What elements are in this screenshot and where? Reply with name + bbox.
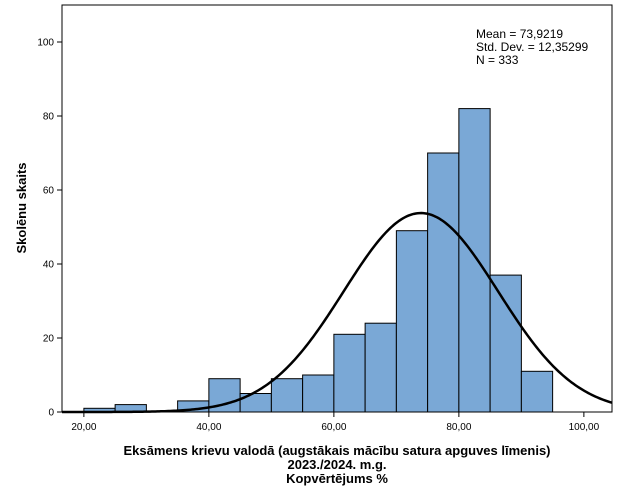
x-tick-label: 20,00 xyxy=(71,422,96,433)
y-tick-label: 60 xyxy=(43,186,55,197)
histogram-bar-60-65 xyxy=(333,333,366,413)
histogram-bar-80-85 xyxy=(458,108,491,413)
histogram-bar-90-95 xyxy=(520,370,554,413)
histogram-bar-70-75 xyxy=(395,230,429,413)
stats-n: N = 333 xyxy=(476,53,519,67)
y-axis-title: Skolēnu skaits xyxy=(14,162,29,253)
histogram-bar-55-60 xyxy=(302,374,335,413)
y-tick-label: 40 xyxy=(43,260,55,271)
y-tick-label: 0 xyxy=(48,408,54,419)
histogram-bar-85-90 xyxy=(489,274,522,413)
y-axis: 0 20 40 60 80 100 xyxy=(37,38,62,419)
histogram-bar-65-70 xyxy=(364,322,397,413)
x-axis-title-line-2: 2023./2024. m.g. xyxy=(287,457,386,472)
x-tick-label: 40,00 xyxy=(196,422,221,433)
x-axis-title-line-3: Kopvērtējums % xyxy=(286,471,388,486)
y-tick-label: 20 xyxy=(43,334,55,345)
x-axis-title-line-1: Eksāmens krievu valodā (augstākais mācīb… xyxy=(123,443,550,458)
histogram-bar-50-55 xyxy=(270,378,304,413)
x-tick-label: 80,00 xyxy=(446,422,471,433)
y-tick-label: 80 xyxy=(43,112,55,123)
normal-curve xyxy=(62,211,613,414)
histogram-bar-75-80 xyxy=(427,152,460,413)
x-tick-label: 60,00 xyxy=(321,422,346,433)
y-tick-label: 100 xyxy=(37,38,54,49)
x-tick-label: 100,00 xyxy=(569,422,600,433)
stats-mean: Mean = 73,9219 xyxy=(476,27,563,41)
stats-std-dev: Std. Dev. = 12,35299 xyxy=(476,40,589,54)
bars-group xyxy=(83,108,554,413)
x-axis: 20,00 40,00 60,00 80,00 100,00 xyxy=(71,412,600,433)
